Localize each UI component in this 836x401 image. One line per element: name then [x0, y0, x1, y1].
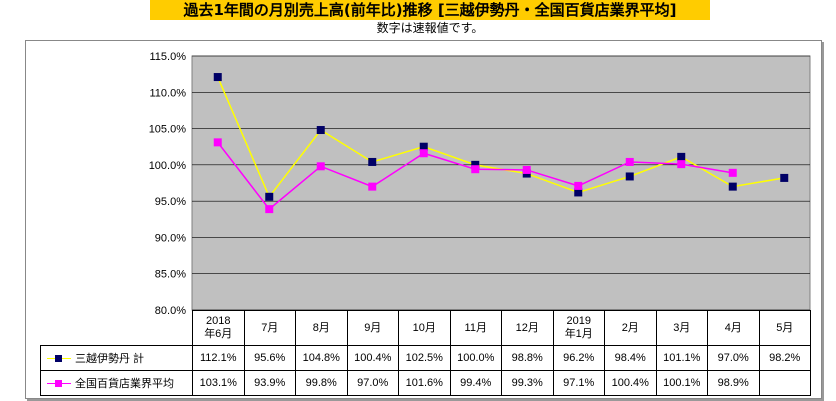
data-label: 100.1%	[655, 370, 708, 396]
chart-title: 過去1年間の月別売上高(前年比)推移 [三越伊勢丹・全国百貨店業界平均]	[150, 0, 710, 20]
data-table: 2018 年6月 7月 8月 9月 10月 11月 12月 2019 年1月 2月 3月 4月 5月三…	[40, 310, 811, 396]
x-tick-label: 2月	[604, 310, 657, 346]
data-label: 99.3%	[501, 370, 554, 396]
data-point-0	[471, 160, 480, 169]
y-tick-label: 105.0%	[149, 124, 187, 136]
data-point-0	[574, 188, 583, 197]
y-tick-label: 95.0%	[155, 196, 186, 208]
data-point-1	[522, 165, 531, 174]
x-tick-label: 5月	[758, 310, 811, 346]
data-point-1	[265, 205, 274, 214]
x-tick-label: 2019 年1月	[552, 310, 605, 346]
x-tick-label: 7月	[243, 310, 296, 346]
legend-label: 三越伊勢丹 計	[75, 353, 145, 365]
data-point-1	[368, 182, 377, 191]
data-label: 104.8%	[295, 345, 348, 371]
x-tick-label: 11月	[449, 310, 502, 346]
data-point-1	[625, 157, 634, 166]
data-label: 93.9%	[243, 370, 296, 396]
table-row: 三越伊勢丹 計 112.1% 95.6% 104.8% 100.4% 102.5% 100.…	[40, 345, 811, 371]
legend-entry: 全国百貨店業界平均	[40, 370, 193, 396]
data-point-0	[316, 126, 325, 135]
table-corner	[40, 310, 193, 346]
data-label: 101.1%	[655, 345, 708, 371]
data-label: 95.6%	[243, 345, 296, 371]
data-label: 96.2%	[552, 345, 605, 371]
data-label: 98.4%	[604, 345, 657, 371]
data-point-0	[368, 157, 377, 166]
legend-key-icon	[47, 354, 71, 364]
data-label: 97.0%	[346, 370, 399, 396]
data-point-1	[677, 160, 686, 169]
y-tick-label: 85.0%	[155, 269, 186, 281]
data-point-1	[316, 162, 325, 171]
chart-subtitle: 数字は速報値です。	[376, 21, 484, 35]
y-tick-label: 110.0%	[150, 87, 187, 99]
x-tick-label: 9月	[346, 310, 399, 346]
data-label: 99.4%	[449, 370, 502, 396]
y-tick-label: 115.0%	[150, 51, 187, 63]
x-tick-label: 2018 年6月	[192, 310, 245, 346]
data-label: 101.6%	[398, 370, 451, 396]
data-label: 98.2%	[758, 345, 811, 371]
data-point-1	[574, 181, 583, 190]
data-label: 97.1%	[552, 370, 605, 396]
data-label: 99.8%	[295, 370, 348, 396]
data-point-1	[728, 168, 737, 177]
data-point-0	[780, 173, 789, 182]
data-point-1	[213, 138, 222, 147]
plot-background	[191, 55, 811, 311]
data-label: 98.8%	[501, 345, 554, 371]
legend-label: 全国百貨店業界平均	[75, 378, 174, 390]
data-point-0	[677, 152, 686, 161]
data-point-0	[265, 192, 274, 201]
data-point-0	[625, 172, 634, 181]
x-tick-label: 12月	[501, 310, 554, 346]
data-label: 102.5%	[398, 345, 451, 371]
data-point-0	[728, 182, 737, 191]
data-label: 103.1%	[192, 370, 245, 396]
y-tick-label: 90.0%	[155, 232, 186, 244]
data-label: 100.4%	[604, 370, 657, 396]
x-tick-label: 3月	[655, 310, 708, 346]
data-label	[758, 370, 811, 396]
data-point-0	[213, 73, 222, 82]
data-label: 100.4%	[346, 345, 399, 371]
x-tick-label: 10月	[398, 310, 451, 346]
data-label: 100.0%	[449, 345, 502, 371]
data-point-0	[419, 142, 428, 151]
legend-entry: 三越伊勢丹 計	[40, 345, 193, 371]
data-label: 98.9%	[707, 370, 760, 396]
chart-frame	[25, 40, 822, 399]
x-tick-label: 8月	[295, 310, 348, 346]
table-row: 全国百貨店業界平均 103.1% 93.9% 99.8% 97.0% 101.6% 99.4…	[40, 370, 811, 396]
x-tick-label: 4月	[707, 310, 760, 346]
data-point-1	[471, 165, 480, 174]
y-tick-label: 100.0%	[149, 160, 187, 172]
data-label: 112.1%	[192, 345, 245, 371]
data-point-1	[419, 149, 428, 158]
legend-key-icon	[47, 379, 71, 389]
data-label: 97.0%	[707, 345, 760, 371]
